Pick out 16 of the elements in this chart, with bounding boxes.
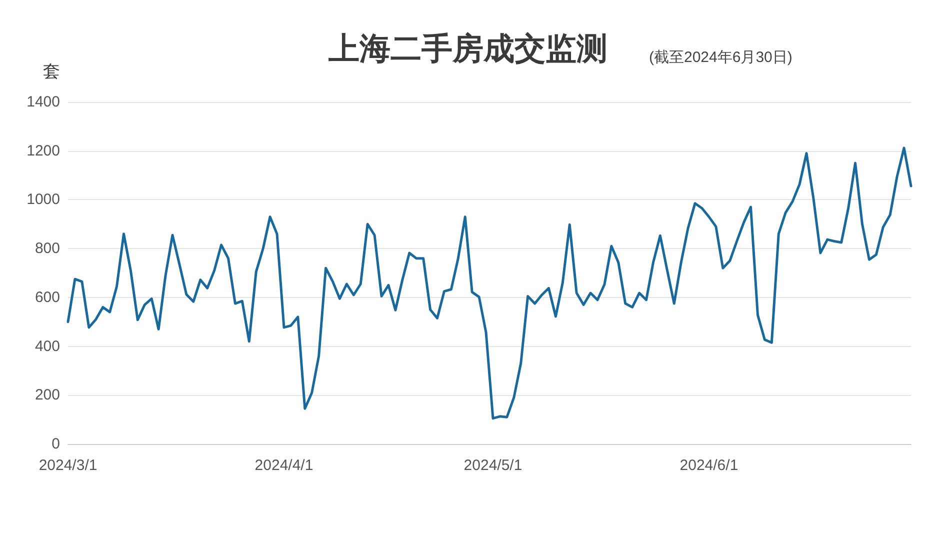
chart-subtitle: (截至2024年6月30日) [649, 49, 792, 66]
x-tick-label: 2024/6/1 [680, 457, 738, 474]
y-axis-title: 套 [43, 62, 60, 81]
x-tick-label: 2024/3/1 [38, 457, 98, 474]
y-tick-label: 600 [34, 288, 60, 306]
y-tick-label: 1200 [26, 142, 60, 160]
y-tick-label: 400 [34, 338, 60, 355]
x-tick-label: 2024/4/1 [254, 457, 314, 474]
y-tick-label: 0 [52, 436, 60, 452]
line-series [66, 146, 912, 420]
y-tick-label: 800 [34, 240, 60, 258]
chart-title: 上海二手房成交监测 [328, 31, 608, 66]
y-tick-label: 1000 [26, 191, 60, 208]
y-tick-label: 200 [34, 386, 60, 404]
y-tick-label: 1400 [26, 94, 60, 110]
x-tick-label: 2024/5/1 [464, 457, 522, 474]
